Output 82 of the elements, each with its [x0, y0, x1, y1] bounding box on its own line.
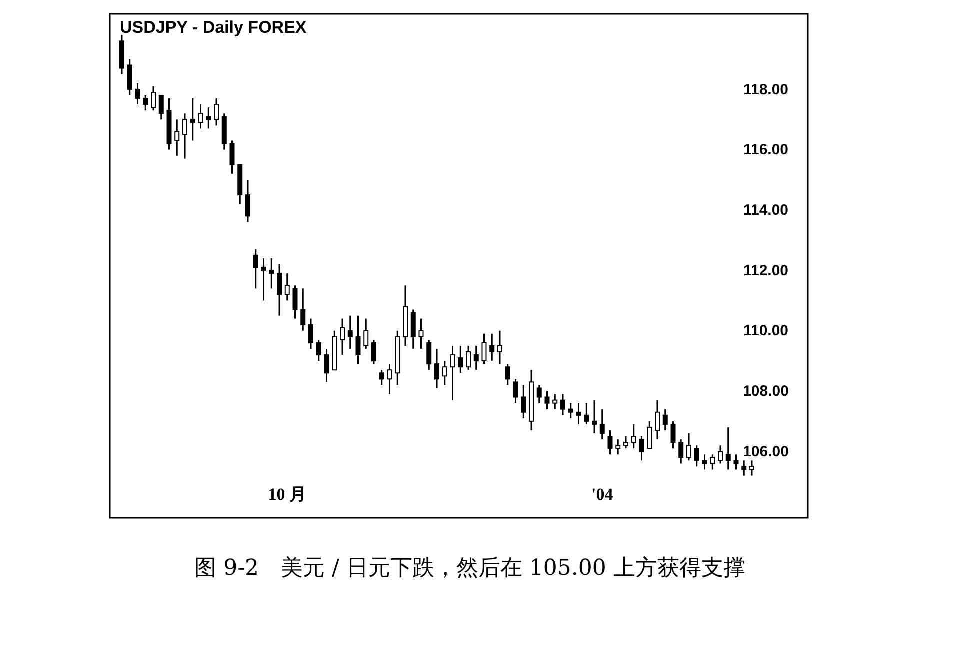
- y-tick-label: 108.00: [743, 383, 789, 400]
- candlestick: [340, 318, 345, 356]
- candlestick: [418, 318, 424, 350]
- candlestick: [277, 264, 282, 317]
- candlestick: [387, 363, 392, 396]
- candlestick: [624, 436, 628, 450]
- candlestick: [662, 408, 668, 432]
- candlestick: [364, 318, 369, 350]
- candlestick: [206, 106, 212, 130]
- candlestick: [647, 420, 652, 450]
- candlestick: [670, 420, 676, 450]
- y-tick-label: 116.00: [743, 142, 789, 159]
- candlestick: [686, 432, 692, 462]
- candlestick: [616, 438, 621, 456]
- chart-title: USDJPY - Daily FOREX: [120, 18, 308, 37]
- candlestick: [324, 348, 330, 383]
- candlestick: [734, 454, 739, 470]
- candlestick: [442, 360, 448, 386]
- candlestick: [639, 436, 644, 462]
- candlestick: [316, 339, 322, 362]
- candlestick: [230, 140, 235, 175]
- candlestick: [292, 284, 298, 320]
- y-tick-label: 114.00: [743, 202, 789, 219]
- x-tick-label: '04: [592, 485, 614, 504]
- candlestick: [348, 315, 353, 350]
- y-tick-label: 106.00: [743, 443, 789, 460]
- candlestick: [750, 460, 754, 476]
- candlestick: [379, 369, 384, 386]
- candlestick: [308, 318, 314, 350]
- candlestick: [151, 86, 156, 112]
- candlestick: [568, 402, 574, 420]
- candlestick: [576, 402, 582, 426]
- y-tick-label: 110.00: [743, 322, 789, 340]
- candlestick: [544, 390, 550, 410]
- candlestick: [702, 454, 708, 470]
- candlestick: [434, 348, 440, 389]
- candlestick: [584, 402, 590, 426]
- candlestick: [678, 438, 684, 464]
- candlestick: [300, 288, 306, 332]
- candlestick: [174, 118, 180, 157]
- candlestick: [253, 248, 258, 290]
- candlestick: [190, 98, 196, 142]
- candlestick: [143, 94, 148, 112]
- candlestick: [513, 378, 518, 404]
- candlestick: [458, 345, 464, 374]
- y-tick-label: 112.00: [743, 262, 789, 280]
- candlestick: [158, 94, 164, 120]
- candlestick: [261, 258, 266, 302]
- candlestick: [474, 345, 479, 371]
- candlestick: [694, 444, 700, 468]
- candlestick: [655, 400, 660, 440]
- candlestick: [600, 408, 605, 440]
- candlestick: [135, 82, 140, 106]
- candlestick: [246, 179, 250, 223]
- candlestick: [198, 104, 204, 130]
- candlestick: [356, 315, 361, 365]
- candlestick: [718, 444, 723, 464]
- candlestick: [710, 454, 716, 470]
- candlestick: [426, 339, 432, 371]
- candlestick: [214, 98, 219, 126]
- candlestick: [284, 272, 290, 302]
- candlestick: [536, 384, 542, 404]
- x-tick-label: 10 月: [268, 485, 306, 504]
- candlestick: [269, 258, 274, 290]
- candlestick: [631, 424, 636, 450]
- candlestick: [505, 363, 510, 386]
- candlestick: [726, 426, 731, 470]
- candlestick: [560, 394, 566, 416]
- candlestick: [742, 460, 747, 476]
- candlestick: [521, 384, 526, 420]
- candlestick: [592, 400, 597, 434]
- candlestick: [182, 112, 188, 160]
- candlestick: [372, 339, 376, 365]
- candlestick: [466, 345, 471, 371]
- y-tick-label: 118.00: [743, 81, 789, 98]
- candlestick: [490, 333, 495, 362]
- candlestick: [608, 430, 613, 456]
- candlestick: [450, 345, 456, 402]
- candlestick: [552, 394, 558, 410]
- candlestick: [498, 330, 502, 365]
- caption: 图 9-2 美元 / 日元下跌，然后在 105.00 上方获得支撑: [194, 556, 746, 581]
- candlestick: [482, 333, 487, 365]
